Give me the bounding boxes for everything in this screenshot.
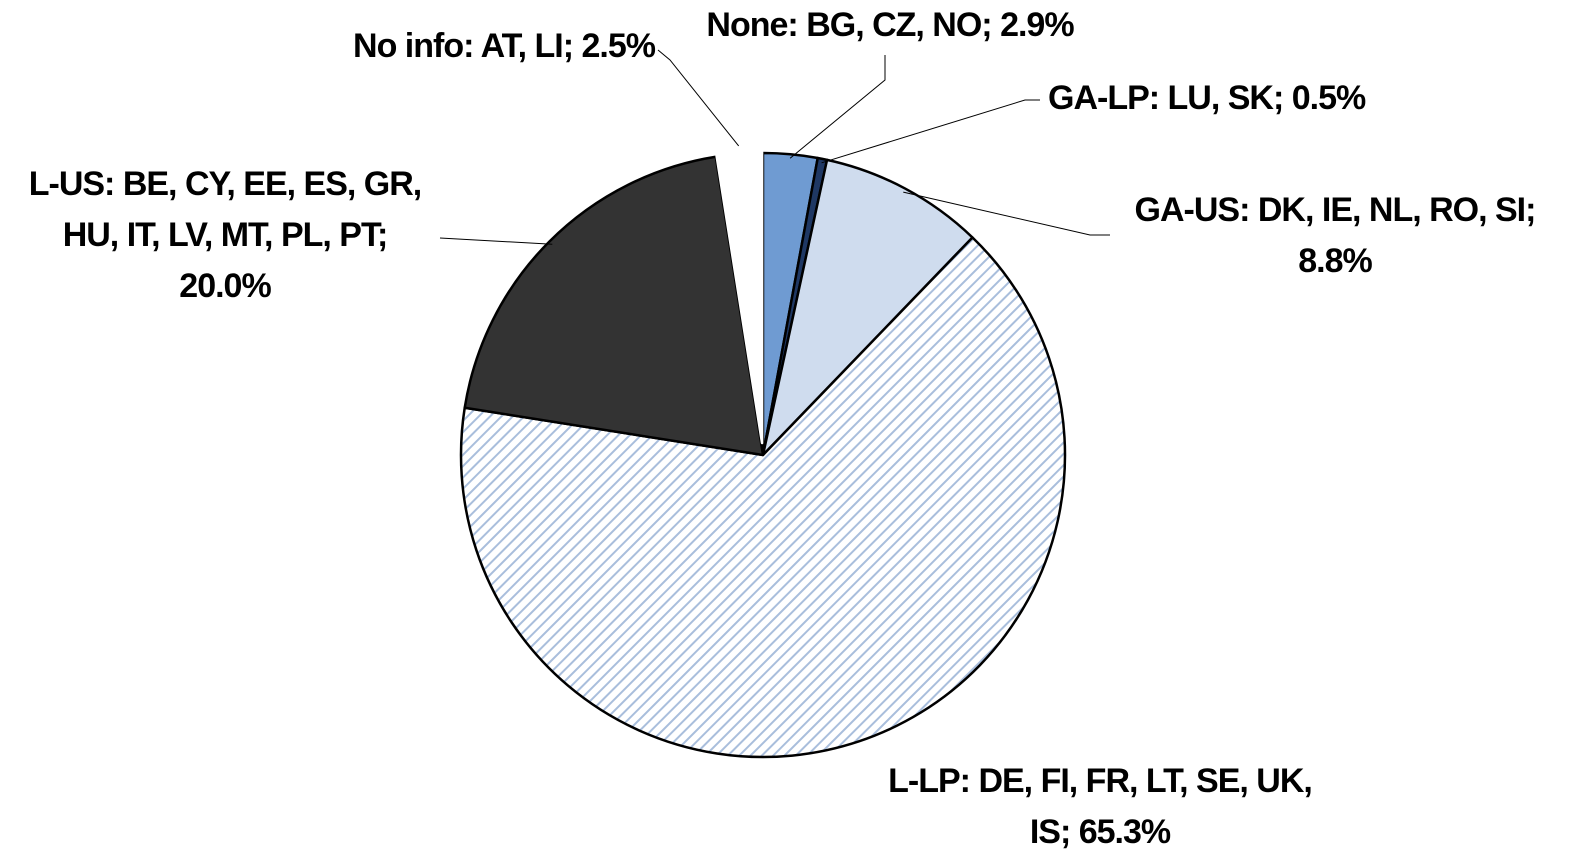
data-label: No info: AT, LI; 2.5% bbox=[353, 27, 656, 65]
pie-slice bbox=[459, 236, 1067, 759]
leader-line bbox=[821, 99, 1040, 164]
data-label: L-LP: DE, FI, FR, LT, SE, UK, bbox=[888, 762, 1312, 800]
leader-line bbox=[439, 237, 553, 245]
leader-line bbox=[657, 49, 740, 147]
data-label: None: BG, CZ, NO; 2.9% bbox=[706, 6, 1074, 44]
pie-slice bbox=[713, 139, 764, 445]
data-label: GA-US: DK, IE, NL, RO, SI; bbox=[1135, 191, 1536, 229]
data-label: HU, IT, LV, MT, PL, PT; bbox=[63, 216, 388, 254]
pie-slice bbox=[463, 155, 765, 457]
data-label: 20.0% bbox=[179, 267, 271, 305]
data-label: GA-LP: LU, SK; 0.5% bbox=[1048, 79, 1366, 117]
data-label: IS; 65.3% bbox=[1030, 813, 1171, 851]
leader-line bbox=[903, 191, 1110, 236]
leader-line bbox=[789, 55, 886, 159]
data-label: 8.8% bbox=[1298, 242, 1372, 280]
data-label: L-US: BE, CY, EE, ES, GR, bbox=[29, 165, 422, 203]
pie-slice bbox=[761, 158, 974, 457]
